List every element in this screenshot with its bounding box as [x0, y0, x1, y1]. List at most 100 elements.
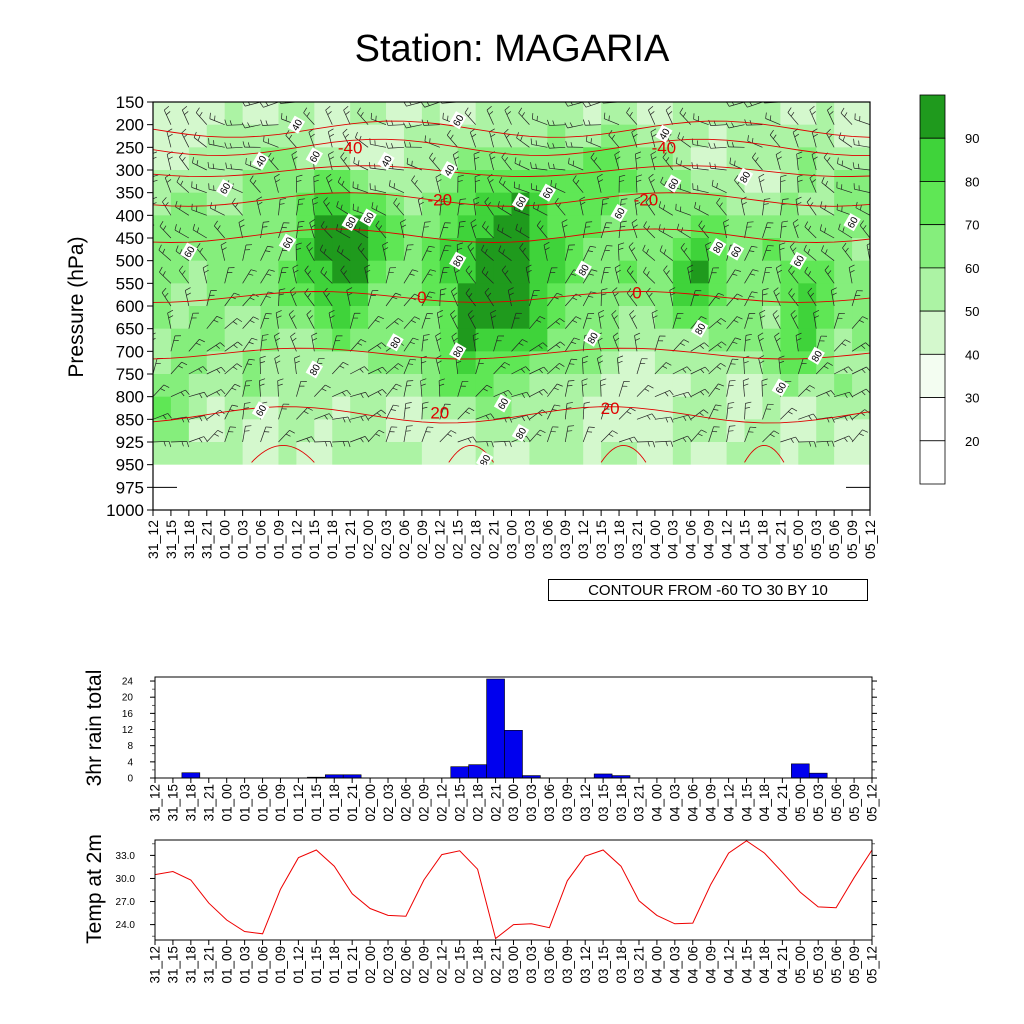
wind-barb-flag	[323, 197, 328, 203]
rh-cell	[565, 192, 584, 216]
wind-barb-flag	[731, 142, 734, 148]
rh-cell	[475, 170, 495, 194]
wind-barb-flag	[651, 309, 658, 314]
main-time-label: 03_12	[575, 520, 591, 559]
wind-barb	[403, 337, 414, 352]
wind-barb	[663, 270, 674, 284]
rh-cell	[565, 419, 584, 443]
main-time-label: 31_18	[181, 520, 197, 559]
wind-barb	[326, 177, 333, 193]
wind-barb-flag	[267, 152, 272, 159]
wind-barb-flag	[809, 105, 815, 111]
wind-barb-flag	[491, 441, 494, 448]
wind-barb-flag	[626, 265, 632, 271]
wind-barb	[163, 109, 172, 125]
temp-time-label: 02_21	[488, 946, 503, 984]
rh-cell	[601, 170, 620, 194]
rain-bar	[593, 773, 613, 779]
wind-barb	[457, 407, 470, 420]
wind-barb-flag	[724, 224, 730, 228]
rh-cell	[529, 260, 548, 284]
rh-cell	[654, 328, 674, 352]
wind-barb-flag	[312, 202, 318, 205]
rh-cell	[314, 328, 333, 352]
wind-barb	[536, 225, 548, 239]
wind-barb-flag	[522, 339, 528, 343]
wind-barb-flag	[295, 242, 302, 246]
wind-barb	[370, 143, 387, 148]
wind-barb	[214, 225, 225, 239]
wind-barb	[439, 289, 441, 307]
wind-barb-flag	[666, 270, 670, 275]
wind-barb-flag	[487, 173, 493, 179]
pressure-tick-label: 1000	[106, 501, 144, 520]
wind-barb-flag	[262, 226, 268, 228]
wind-barb-flag	[554, 197, 559, 204]
wind-barb	[259, 357, 261, 375]
wind-barb	[600, 245, 607, 261]
wind-barb-flag	[214, 433, 219, 437]
rh-cell	[816, 374, 835, 398]
wind-barb-flag	[174, 224, 177, 231]
wind-barb-flag	[570, 102, 573, 106]
rh-cell	[834, 170, 853, 194]
wind-barb	[188, 436, 205, 443]
wind-barb	[744, 291, 753, 307]
wind-barb-flag	[382, 366, 387, 372]
wind-barb-flag	[791, 407, 798, 412]
wind-barb	[676, 163, 691, 171]
wind-barb-flag	[575, 316, 582, 320]
wind-barb	[708, 383, 719, 397]
wind-barb-flag	[698, 205, 701, 211]
wind-barb	[162, 201, 172, 216]
wind-barb-flag	[813, 441, 817, 448]
wind-barb	[170, 102, 171, 103]
wind-barb	[532, 207, 548, 216]
wind-barb	[780, 199, 784, 216]
rh-cell	[188, 215, 208, 239]
wind-barb	[278, 245, 285, 261]
pressure-tick-label: 925	[116, 433, 144, 452]
main-time-label: 03_09	[557, 520, 573, 559]
wind-barb	[296, 381, 302, 397]
wind-barb-flag	[248, 273, 254, 276]
wind-barb-flag	[540, 225, 544, 230]
wind-barb	[421, 403, 424, 420]
temp-time-label: 01_00	[219, 946, 234, 984]
wind-barb-flag	[163, 441, 166, 447]
wind-barb	[226, 124, 243, 126]
wind-barb-flag	[490, 413, 495, 419]
rh-contour-label-box	[180, 242, 198, 261]
wind-barb-flag	[743, 378, 749, 382]
rh-contour-label-box	[610, 204, 628, 223]
wind-barb-flag	[571, 341, 577, 344]
wind-barb	[493, 440, 510, 443]
wind-barb	[331, 362, 344, 375]
rh-cell	[762, 215, 781, 239]
wind-barb-flag	[775, 315, 780, 320]
wind-barb-flag	[652, 315, 658, 319]
wind-barb-flag	[769, 115, 772, 121]
rh-cell	[744, 306, 764, 330]
rh-cell	[421, 102, 441, 126]
wind-barb-flag	[213, 319, 219, 323]
wind-barb-flag	[667, 89, 670, 93]
wind-barb	[787, 112, 799, 125]
wind-barb-flag	[347, 416, 351, 423]
wind-barb-flag	[325, 105, 331, 111]
temp-time-label: 04_03	[668, 946, 683, 984]
wind-barb-flag	[232, 366, 238, 370]
rh-cell	[386, 442, 405, 466]
wind-barb	[475, 384, 487, 397]
rh-cell	[852, 374, 870, 398]
wind-barb-flag	[233, 344, 238, 349]
wind-barb-flag	[811, 151, 818, 155]
wind-barb	[672, 366, 688, 375]
rh-cell	[260, 192, 280, 216]
rh-cell	[493, 374, 513, 398]
wind-barb	[614, 267, 620, 284]
wind-barb	[226, 168, 243, 171]
wind-barb	[208, 167, 225, 171]
main-time-label: 02_03	[378, 520, 394, 559]
